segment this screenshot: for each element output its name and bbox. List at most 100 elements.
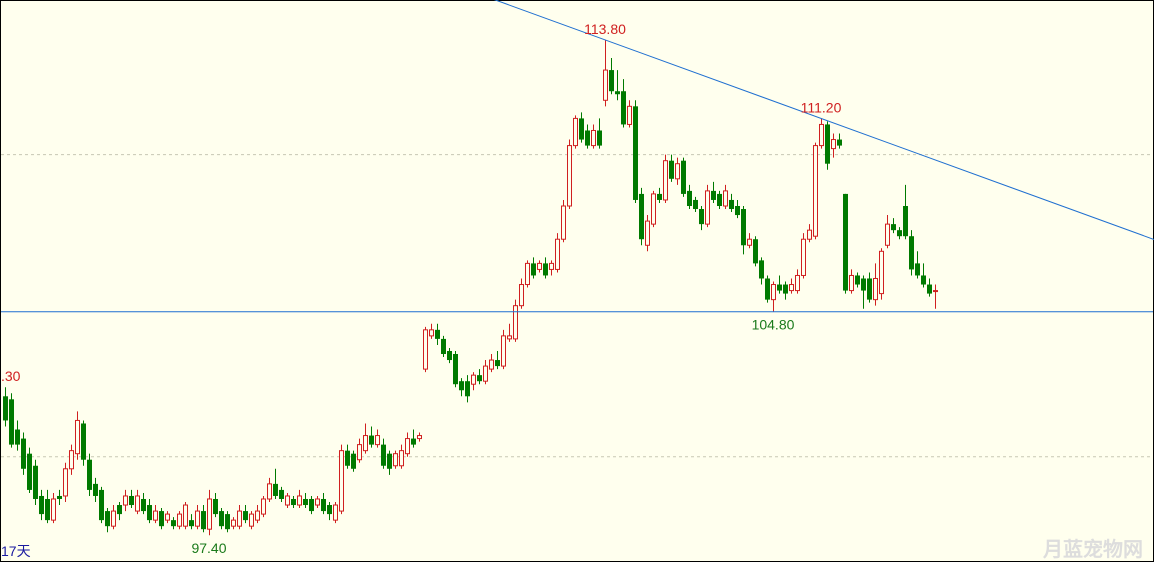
candle-body (159, 511, 164, 527)
candle-body (873, 277, 878, 301)
candle-body (393, 453, 398, 467)
price-label: 104.80 (752, 317, 795, 333)
candle-body (591, 129, 596, 147)
candle-body (723, 190, 728, 207)
candle-body (231, 519, 236, 527)
candle-body (729, 199, 734, 210)
candle-body (39, 495, 44, 515)
candle-body (543, 263, 548, 276)
candle-body (561, 205, 566, 240)
candle-body (525, 262, 530, 286)
candle-body (105, 511, 110, 527)
candle-body (381, 444, 386, 466)
candle-body (549, 262, 554, 270)
period-label: 17天 (1, 543, 31, 559)
candle-body (783, 284, 788, 294)
candle-body (249, 513, 254, 527)
candle-body (87, 459, 92, 490)
candle-body (45, 498, 50, 521)
candle-body (501, 335, 506, 367)
price-label: .30 (1, 368, 21, 384)
candle-body (243, 511, 248, 521)
candle-body (177, 513, 182, 527)
candle-body (327, 505, 332, 515)
candle-body (471, 374, 476, 385)
candle-body (93, 483, 98, 496)
candle-body (399, 450, 404, 467)
candle-body (9, 399, 14, 445)
candle-body (753, 239, 758, 264)
candle-body (867, 278, 872, 300)
candle-body (477, 375, 482, 382)
candle-body (639, 193, 644, 240)
candle-body (891, 224, 896, 231)
candle-body (615, 91, 620, 95)
candle-body (333, 504, 338, 521)
candle-body (573, 117, 578, 147)
candle-body (117, 505, 122, 515)
candle-body (645, 220, 650, 246)
price-label: 111.20 (801, 99, 842, 115)
candle-body (813, 145, 818, 237)
candle-body (15, 429, 20, 445)
candle-body (165, 513, 170, 521)
candle-body (339, 450, 344, 512)
candle-body (291, 498, 296, 506)
candle-body (843, 193, 848, 291)
candle-body (849, 274, 854, 292)
candle-body (585, 130, 590, 146)
candle-body (69, 450, 74, 470)
candle-body (663, 160, 668, 201)
candle-body (357, 444, 362, 461)
candle-body (603, 69, 608, 101)
candle-body (789, 284, 794, 292)
candle-body (321, 498, 326, 512)
candle-body (933, 290, 938, 293)
candle-body (741, 209, 746, 246)
candle-body (129, 495, 134, 506)
candle-body (795, 274, 800, 292)
candle-body (273, 483, 278, 496)
candle-body (51, 498, 56, 521)
candle-body (897, 230, 902, 237)
candle-body (765, 278, 770, 300)
candle-body (693, 199, 698, 210)
candle-body (675, 163, 680, 180)
candle-body (75, 419, 80, 455)
candle-body (519, 284, 524, 307)
candle-body (141, 498, 146, 512)
candle-body (189, 520, 194, 527)
candle-body (411, 438, 416, 445)
candle-body (435, 329, 440, 339)
price-label: 97.40 (191, 540, 226, 556)
candle-body (237, 510, 242, 527)
candle-body (681, 160, 686, 194)
candle-body (747, 238, 752, 246)
candle-body (441, 338, 446, 355)
candle-body (687, 190, 692, 206)
candle-body (537, 262, 542, 270)
candle-body (213, 498, 218, 515)
candle-body (915, 263, 920, 276)
candle-body (807, 229, 812, 240)
candle-body (423, 329, 428, 370)
candle-body (507, 335, 512, 340)
candle-body (147, 505, 152, 521)
watermark: 月蓝宠物网 (1042, 537, 1143, 561)
candle-body (927, 284, 932, 294)
candle-body (309, 498, 314, 512)
candle-body (801, 238, 806, 276)
candle-body (651, 193, 656, 225)
candle-body (99, 489, 104, 521)
candle-body (495, 360, 500, 367)
candle-body (255, 510, 260, 521)
candle-body (135, 495, 140, 512)
candle-body (153, 510, 158, 521)
candle-body (657, 193, 662, 200)
candle-body (531, 263, 536, 276)
candle-body (609, 70, 614, 92)
candle-body (207, 498, 212, 530)
